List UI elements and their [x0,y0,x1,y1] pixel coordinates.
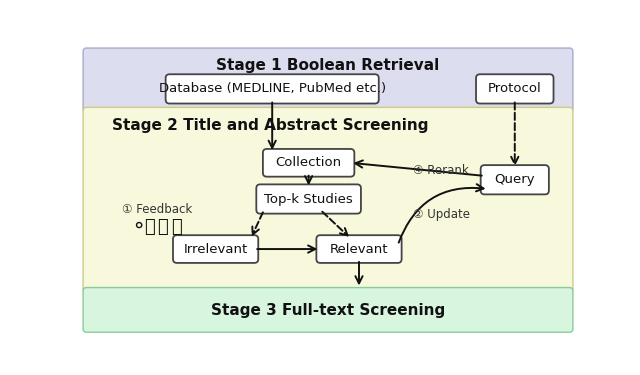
Text: 🔍: 🔍 [171,219,182,237]
FancyBboxPatch shape [83,48,573,112]
Text: Relevant: Relevant [330,243,388,255]
Text: ④ Rerank: ④ Rerank [413,164,469,177]
FancyBboxPatch shape [481,165,549,194]
FancyBboxPatch shape [166,74,379,104]
Text: ② Update: ② Update [413,208,470,221]
FancyBboxPatch shape [256,184,361,214]
Text: Stage 2 Title and Abstract Screening: Stage 2 Title and Abstract Screening [111,118,428,134]
Text: Stage 1 Boolean Retrieval: Stage 1 Boolean Retrieval [216,58,440,73]
Text: Top-k Studies: Top-k Studies [264,192,353,206]
Text: Irrelevant: Irrelevant [184,243,248,255]
FancyBboxPatch shape [83,107,573,292]
FancyBboxPatch shape [83,288,573,332]
Text: 👤: 👤 [145,219,155,237]
Text: ① Feedback: ① Feedback [122,202,193,216]
FancyBboxPatch shape [316,235,402,263]
Text: Stage 3 Full-text Screening: Stage 3 Full-text Screening [211,303,445,318]
FancyBboxPatch shape [173,235,259,263]
Text: ⚬: ⚬ [130,216,147,236]
FancyBboxPatch shape [476,74,554,104]
Text: Database (MEDLINE, PubMed etc.): Database (MEDLINE, PubMed etc.) [159,82,386,95]
Text: Query: Query [495,173,535,186]
Text: Protocol: Protocol [488,82,541,95]
Text: 🗎: 🗎 [157,219,168,237]
Text: Collection: Collection [276,156,342,169]
FancyBboxPatch shape [263,149,355,177]
